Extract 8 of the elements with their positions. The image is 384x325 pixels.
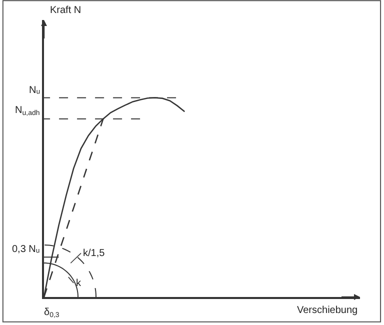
annotation: k (76, 278, 82, 289)
text: Kraft N (50, 5, 82, 16)
ref-line-label: 0,3 Nᵤ (12, 244, 40, 255)
text: δ$_{0,3}$ (44, 307, 60, 320)
ref-line-label: N$_{u,adh}$ (15, 105, 40, 118)
ref-line-label: Nᵤ (29, 85, 40, 96)
text: Verschiebung (297, 305, 358, 316)
annotation: k/1,5 (83, 248, 106, 259)
